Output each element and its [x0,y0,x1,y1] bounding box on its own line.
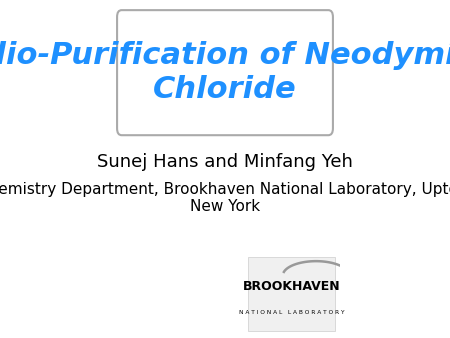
FancyBboxPatch shape [117,10,333,135]
Text: Radio-Purification of Neodymium
Chloride: Radio-Purification of Neodymium Chloride [0,41,450,104]
Text: BROOKHAVEN: BROOKHAVEN [243,280,340,293]
Text: Sunej Hans and Minfang Yeh: Sunej Hans and Minfang Yeh [97,153,353,171]
Text: N A T I O N A L   L A B O R A T O R Y: N A T I O N A L L A B O R A T O R Y [239,310,344,315]
FancyBboxPatch shape [248,257,335,331]
Text: Chemistry Department, Brookhaven National Laboratory, Upton,
New York: Chemistry Department, Brookhaven Nationa… [0,182,450,214]
